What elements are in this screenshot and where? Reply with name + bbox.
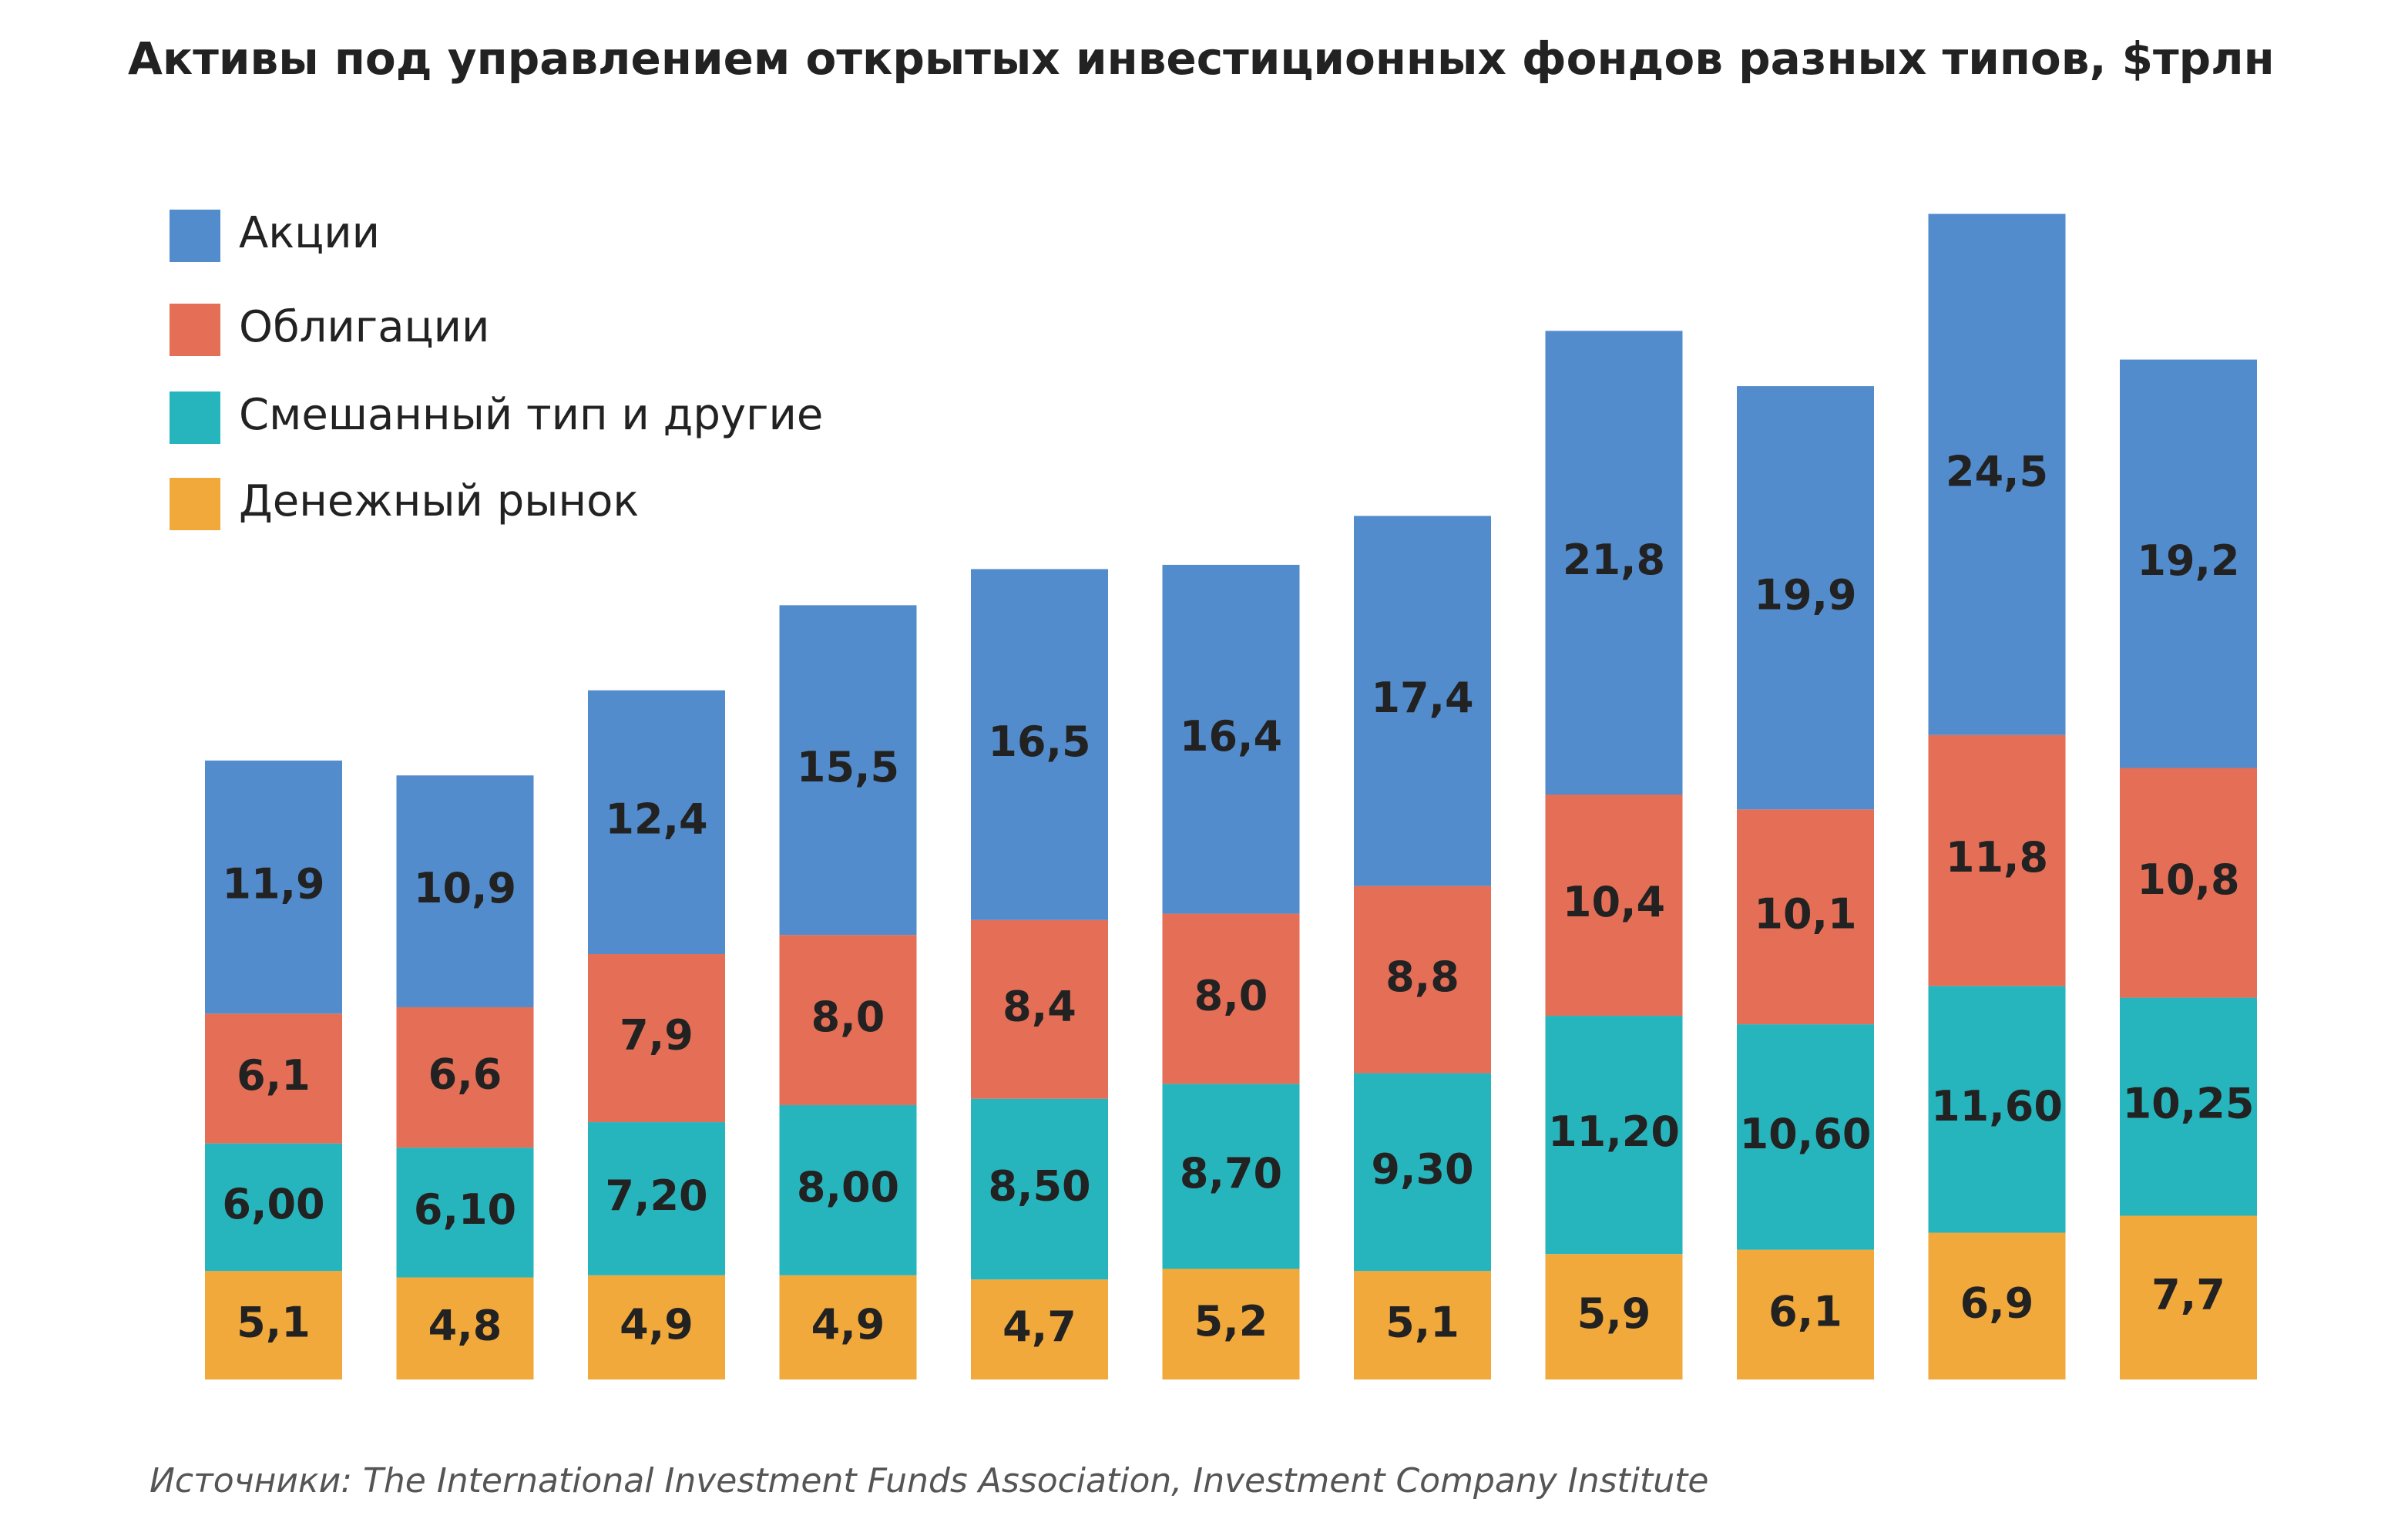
data-label: 15,5	[797, 743, 899, 791]
data-label: 16,4	[1180, 712, 1282, 761]
source-note: Источники: The International Investment …	[149, 1461, 1708, 1500]
bar-segment	[1354, 1073, 1491, 1272]
data-label: 17,4	[1371, 674, 1473, 722]
bar-segment	[1354, 885, 1491, 1074]
bar-segment	[396, 775, 534, 1007]
data-label: 4,9	[620, 1300, 694, 1349]
bar-segment	[205, 1143, 342, 1272]
bar-segment	[205, 1271, 342, 1379]
bar-segment	[1545, 1016, 1683, 1255]
chart-title: Активы под управлением открытых инвестиц…	[128, 32, 2275, 85]
legend-swatch	[170, 391, 220, 444]
legend-swatch	[170, 478, 220, 530]
bar-segment	[588, 954, 725, 1123]
bar-segment	[1928, 213, 2066, 735]
data-label: 19,9	[1754, 570, 1856, 619]
data-label: 5,2	[1194, 1297, 1268, 1346]
data-label: 4,7	[1002, 1302, 1076, 1351]
data-label: 8,50	[988, 1162, 1090, 1211]
bar-segment	[1162, 564, 1300, 914]
data-label: 8,70	[1180, 1149, 1282, 1198]
data-label: 6,9	[1960, 1279, 2034, 1327]
bar-segment	[1737, 1024, 1874, 1250]
bar-segment	[779, 1275, 917, 1379]
bar-segment	[1737, 809, 1874, 1025]
data-label: 7,9	[620, 1011, 694, 1060]
data-label: 6,00	[222, 1180, 324, 1228]
bar-segment	[1162, 1084, 1300, 1269]
data-label: 12,4	[605, 795, 707, 844]
data-label: 5,9	[1577, 1289, 1651, 1338]
bar-segment	[971, 569, 1108, 920]
data-label: 11,9	[222, 860, 324, 909]
bar-segment	[1545, 331, 1683, 795]
data-label: 8,00	[797, 1163, 899, 1211]
data-label: 10,8	[2137, 855, 2239, 904]
data-label: 8,8	[1385, 953, 1459, 1001]
data-label: 6,10	[414, 1185, 516, 1234]
data-label: 11,60	[1931, 1082, 2063, 1131]
data-label: 21,8	[1563, 536, 1665, 584]
data-label: 7,20	[605, 1171, 707, 1220]
bar-segment	[1162, 913, 1300, 1084]
data-label: 10,25	[2123, 1080, 2255, 1128]
bar-segment	[1545, 1254, 1683, 1379]
bar-segment	[396, 1148, 534, 1278]
bar-segment	[2120, 359, 2257, 768]
bar-segment	[2120, 768, 2257, 998]
data-label: 10,1	[1754, 889, 1856, 938]
data-label: 9,30	[1371, 1145, 1473, 1194]
data-label: 5,1	[237, 1298, 311, 1346]
bar-segment	[971, 1279, 1108, 1379]
bar-segment	[1162, 1269, 1300, 1379]
bar-segment	[2120, 1215, 2257, 1379]
bar-segment	[971, 919, 1108, 1099]
bar-segment	[205, 760, 342, 1014]
data-label: 8,0	[811, 993, 885, 1041]
data-label: 8,0	[1194, 972, 1268, 1020]
data-label: 10,4	[1563, 878, 1665, 926]
data-label: 4,9	[811, 1300, 885, 1349]
bar-segment	[2120, 997, 2257, 1216]
bar-segment	[779, 935, 917, 1105]
data-label: 24,5	[1946, 447, 2048, 496]
bar-segment	[1928, 1232, 2066, 1379]
data-label: 6,1	[237, 1051, 311, 1100]
data-label: 7,7	[2151, 1270, 2225, 1319]
data-label: 5,1	[1385, 1298, 1459, 1346]
data-label: 6,1	[1768, 1287, 1842, 1336]
data-label: 4,8	[428, 1301, 502, 1349]
data-label: 16,5	[988, 717, 1090, 766]
data-label: 19,2	[2137, 536, 2239, 585]
bar-segment	[1545, 795, 1683, 1017]
legend-label: Смешанный тип и другие	[239, 390, 823, 440]
bar-segment	[205, 1013, 342, 1144]
bar-segment	[779, 1104, 917, 1275]
bar-segment	[1928, 734, 2066, 986]
bar-segment	[588, 1275, 725, 1379]
bar-segment	[396, 1007, 534, 1148]
bar-segment	[1928, 986, 2066, 1233]
bar-segment	[588, 690, 725, 954]
data-label: 8,4	[1002, 982, 1076, 1030]
legend-label: Акции	[239, 208, 380, 258]
legend-label: Денежный рынок	[239, 476, 639, 526]
bar-segment	[971, 1098, 1108, 1280]
data-label: 6,6	[428, 1050, 502, 1099]
bar-segment	[1737, 1249, 1874, 1379]
data-label: 10,60	[1740, 1110, 1872, 1158]
data-label: 11,8	[1946, 833, 2048, 882]
data-label: 10,9	[414, 864, 516, 912]
legend-swatch	[170, 210, 220, 262]
bar-segment	[1737, 386, 1874, 810]
legend-swatch	[170, 304, 220, 356]
legend-label: Облигации	[239, 302, 489, 352]
bar-segment	[1354, 516, 1491, 886]
bar-segment	[396, 1277, 534, 1379]
bar-segment	[1354, 1271, 1491, 1379]
bar-segment	[588, 1122, 725, 1275]
bar-segment	[779, 605, 917, 936]
data-label: 11,20	[1548, 1107, 1680, 1156]
